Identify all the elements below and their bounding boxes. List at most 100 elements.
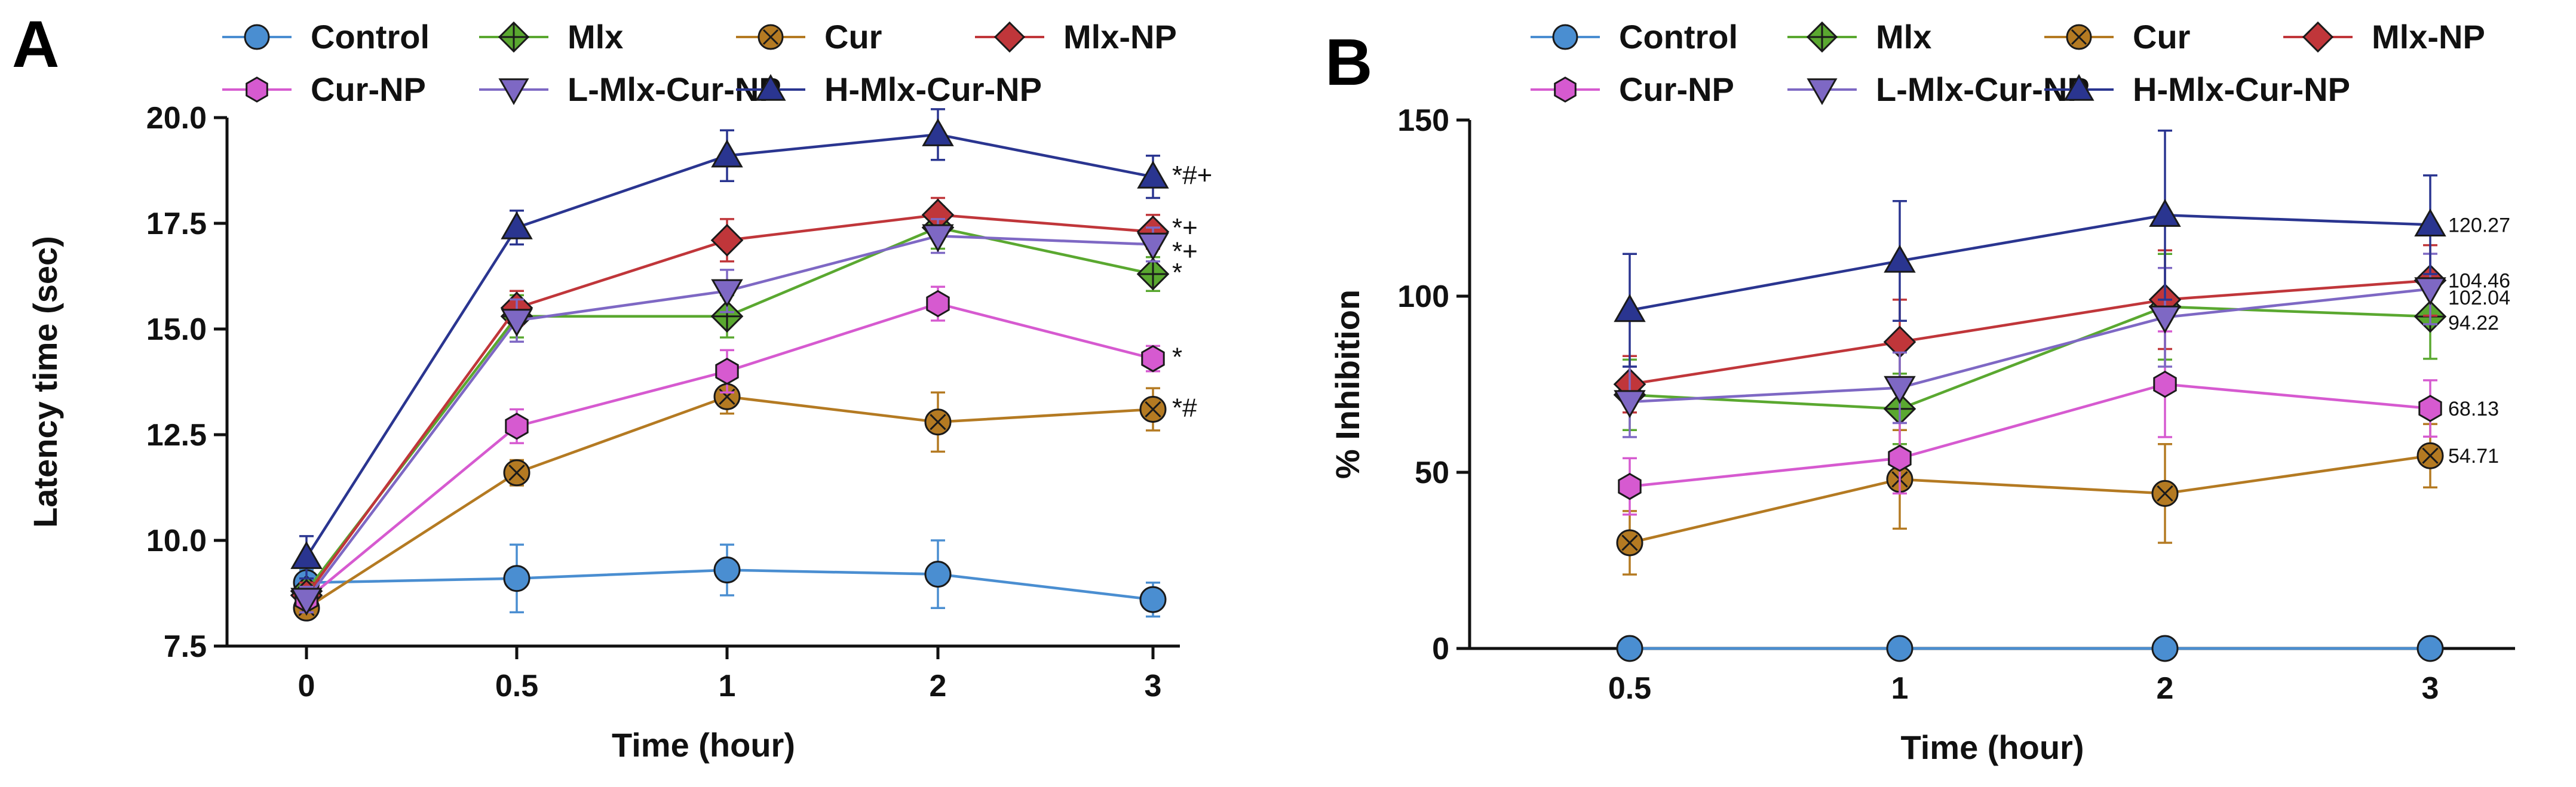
value-label: 68.13: [2448, 398, 2499, 420]
data-point: [503, 459, 530, 487]
legend-marker-icon: [2066, 24, 2092, 50]
data-point: [290, 588, 323, 616]
legend-label: H-Mlx-Cur-NP: [2133, 70, 2350, 108]
legend-item-cur-np: Cur-NP: [222, 70, 426, 108]
data-point: [715, 358, 739, 385]
x-tick-label: 1: [1891, 671, 1909, 706]
legend-marker-icon: [2302, 21, 2334, 53]
value-label: 94.22: [2448, 312, 2499, 334]
series-cur-np: [1618, 330, 2442, 516]
legend-label: Control: [311, 18, 430, 56]
series-line: [1629, 287, 2431, 404]
legend-item-mlx: Mlx: [1787, 18, 1931, 56]
data-point: [2414, 208, 2446, 237]
x-tick-label: 2: [930, 669, 947, 703]
significance-label: *#: [1172, 394, 1197, 423]
legend-label: Cur-NP: [311, 70, 426, 108]
significance-label: *: [1172, 343, 1182, 372]
data-point: [1614, 390, 1646, 419]
significance-annotations: *#+*+*+***#: [1172, 161, 1212, 422]
data-point: [501, 309, 533, 337]
value-label: 54.71: [2448, 445, 2499, 468]
legend-marker-icon: [1552, 24, 1578, 50]
y-tick-label: 17.5: [146, 207, 207, 241]
data-point: [922, 224, 954, 253]
y-tick-label: 7.5: [164, 629, 207, 664]
legend-label: Mlx: [1876, 18, 1931, 56]
legend-marker-icon: [498, 78, 529, 106]
legend-marker-icon: [2063, 73, 2094, 101]
x-ticks: 0 0.5 1 2 3: [298, 646, 1162, 703]
series-cur: [1616, 423, 2444, 576]
y-tick-label: 15.0: [146, 312, 207, 347]
data-point: [1888, 444, 1912, 472]
legend-label: Cur: [2133, 18, 2190, 56]
series-h-mlx-cur-np: [1614, 129, 2446, 368]
significance-label: *: [1172, 258, 1182, 287]
value-label: 102.04: [2448, 287, 2510, 309]
x-tick-label: 3: [2422, 671, 2439, 706]
legend-label: Cur: [824, 18, 882, 56]
legend-label: Control: [1619, 18, 1738, 56]
legend-marker-icon: [1554, 76, 1577, 103]
data-point: [290, 541, 323, 569]
legend-label: Mlx-NP: [2372, 18, 2485, 56]
data-point: [2153, 370, 2177, 398]
legend-item-control: Control: [1531, 18, 1738, 56]
legend-marker-icon: [246, 76, 268, 103]
legend-label: Mlx-NP: [1063, 18, 1177, 56]
data-point: [711, 139, 743, 168]
data-point: [926, 290, 950, 318]
x-tick-label: 2: [2157, 671, 2174, 706]
legend-marker-icon: [758, 24, 784, 50]
legend-marker-icon: [993, 21, 1026, 53]
legend-label: H-Mlx-Cur-NP: [824, 70, 1042, 108]
legend-marker-icon: [1806, 21, 1838, 53]
x-axis-title: Time (hour): [1901, 728, 2084, 766]
y-tick-label: 100: [1397, 279, 1449, 314]
data-point: [710, 223, 744, 257]
data-point: [713, 557, 741, 584]
series-l-mlx-cur-np: [290, 218, 1169, 616]
legend-marker-icon: [1807, 78, 1838, 106]
legend-item-mlx: Mlx: [479, 18, 623, 56]
x-axis-title: Time (hour): [612, 726, 795, 764]
data-point: [1139, 586, 1167, 613]
data-point: [1139, 396, 1167, 423]
legend-label: Cur-NP: [1619, 70, 1734, 108]
data-point: [1614, 294, 1646, 322]
legend-item-control: Control: [222, 18, 430, 56]
y-ticks: 7.5 10.0 12.5 15.0 17.5 20.0: [146, 101, 227, 664]
legend-item-cur: Cur: [736, 18, 882, 56]
legend-item-h-mlx-cur-np: H-Mlx-Cur-NP: [2044, 70, 2350, 108]
axes: [225, 118, 1180, 648]
data-point: [924, 561, 952, 588]
data-point: [1137, 232, 1169, 261]
series-line: [1629, 305, 2431, 411]
data-point: [1141, 345, 1165, 373]
y-tick-label: 0: [1432, 632, 1449, 666]
series-line: [1629, 279, 2431, 386]
legend-item-h-mlx-cur-np: H-Mlx-Cur-NP: [736, 70, 1042, 108]
legend-item-mlx-np: Mlx-NP: [2283, 18, 2485, 56]
legend-item-cur-np: Cur-NP: [1531, 70, 1734, 108]
y-axis-title: Latency time (sec): [26, 236, 64, 528]
legend-marker-icon: [498, 21, 530, 53]
panel-letter: B: [1325, 26, 1372, 99]
data-point: [922, 118, 954, 146]
significance-label: *+: [1172, 236, 1198, 266]
data-point: [2151, 479, 2179, 507]
series-line: [1629, 454, 2431, 545]
data-point: [1884, 244, 1916, 273]
series-h-mlx-cur-np: [290, 108, 1169, 580]
data-point: [1137, 160, 1169, 189]
y-ticks: 0 50 100 150: [1397, 103, 1470, 666]
x-tick-label: 3: [1145, 669, 1162, 703]
